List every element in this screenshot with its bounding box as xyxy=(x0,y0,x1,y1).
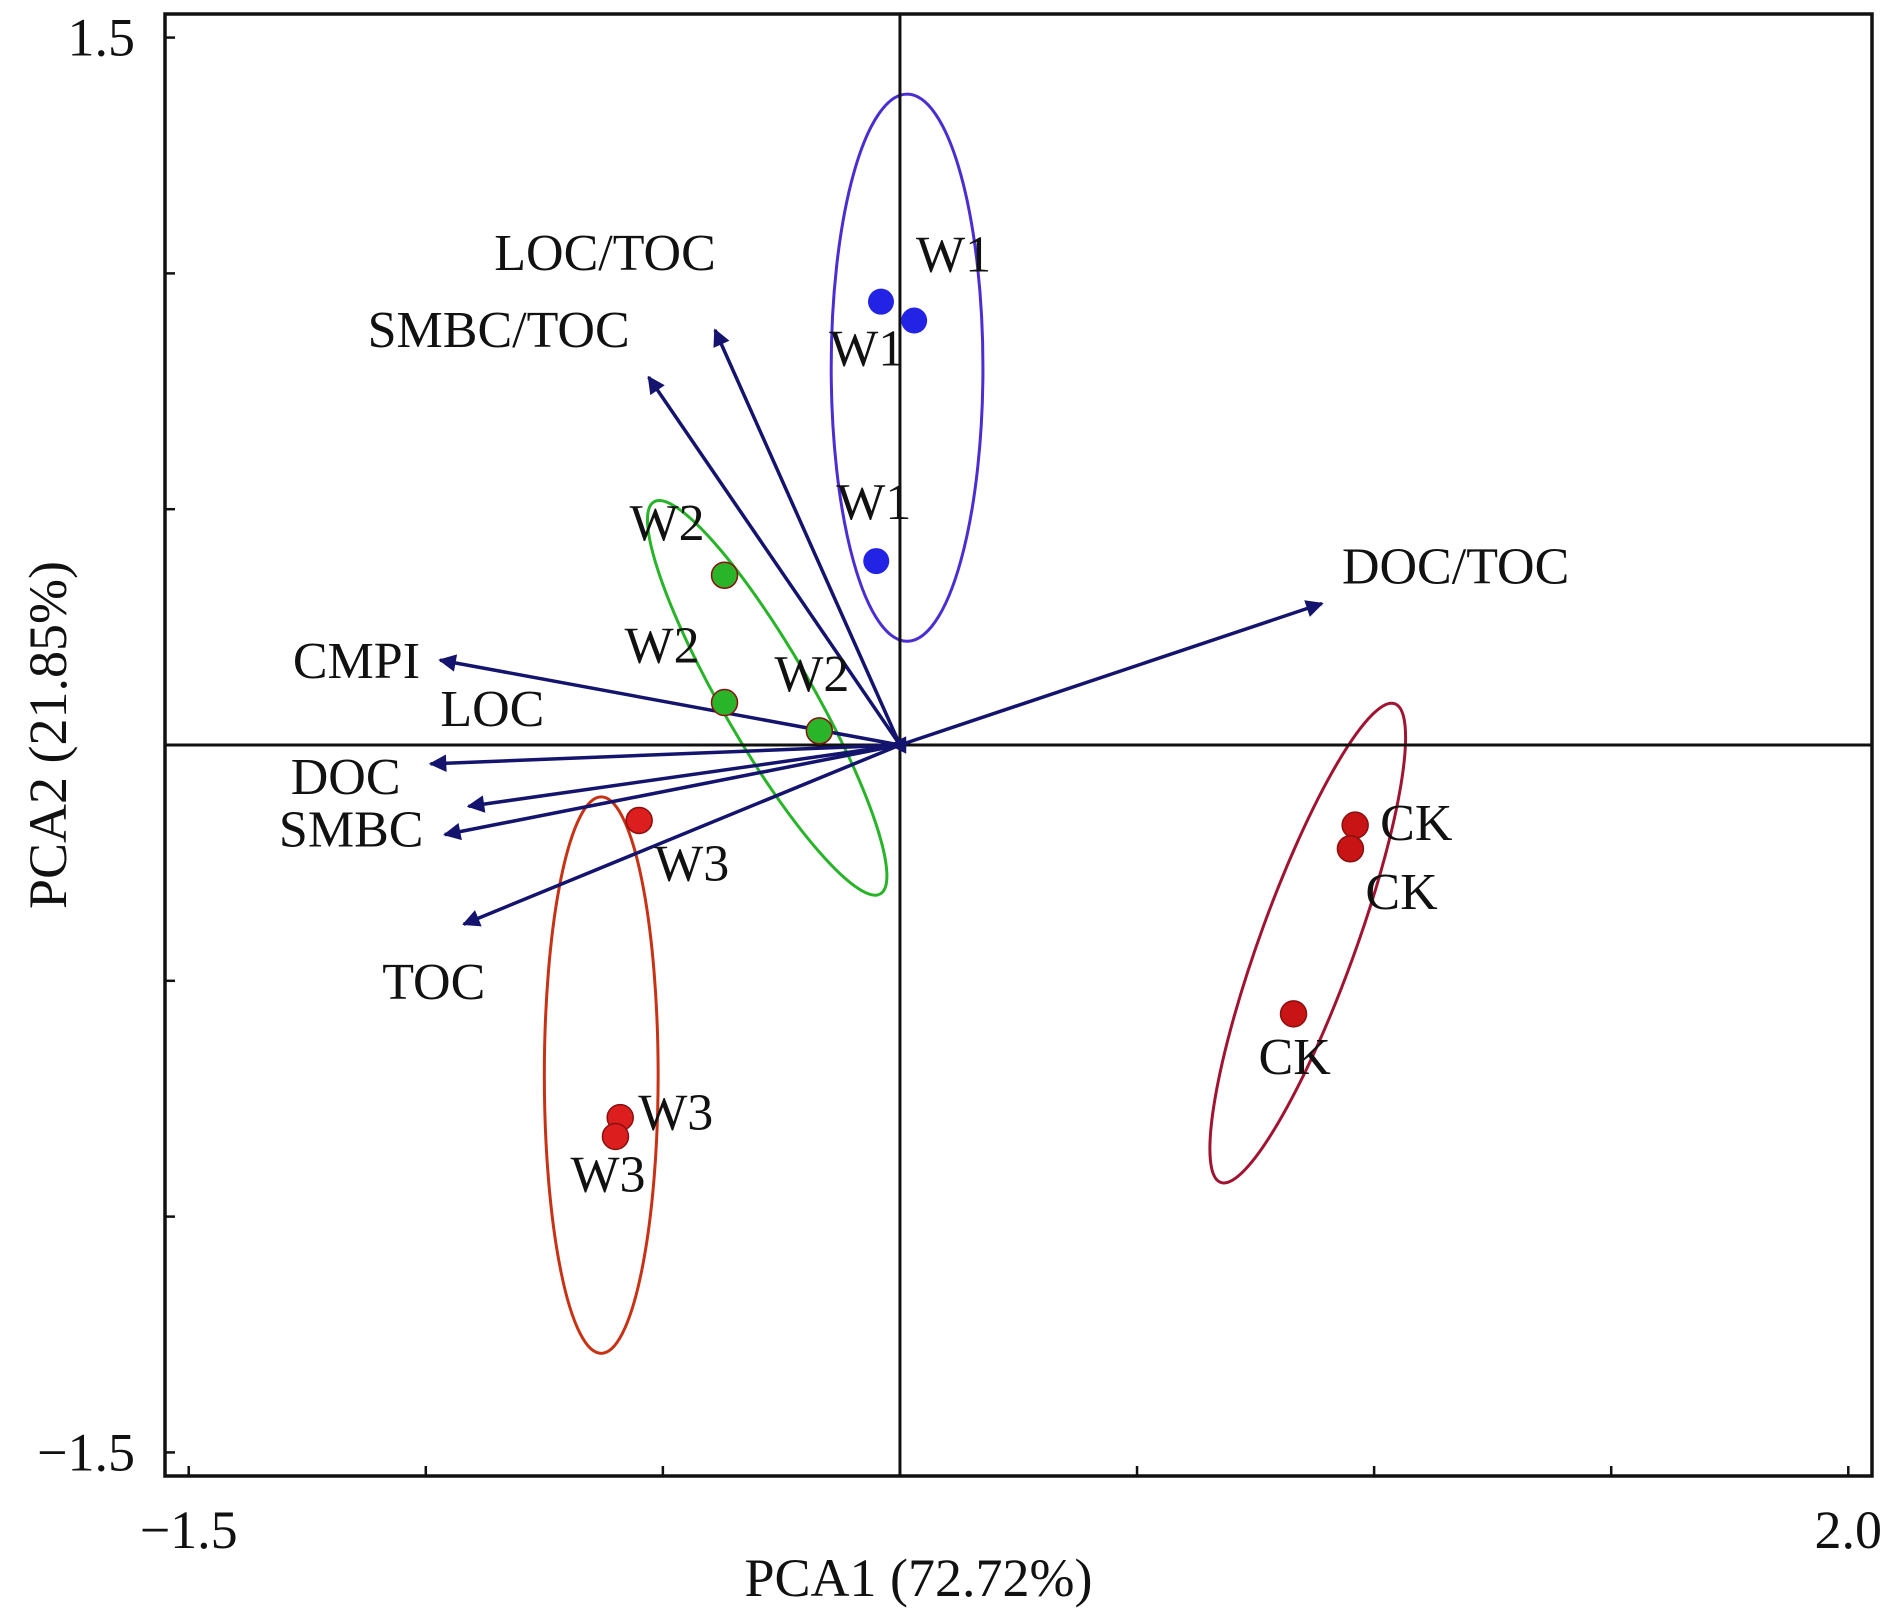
sample-point xyxy=(601,1122,630,1151)
sample-point xyxy=(901,307,928,334)
ellipse-w1 xyxy=(829,92,985,643)
x-tick-label: −1.5 xyxy=(140,1500,238,1560)
sample-point xyxy=(805,717,834,745)
y-axis-title: PCA2 (21.85%) xyxy=(18,561,78,909)
vector-smbc-toc-1: SMBC/TOC xyxy=(368,302,902,746)
vector-smbc-6: SMBC xyxy=(279,743,901,858)
sample-point-label: W1 xyxy=(829,321,904,378)
vector-arrow xyxy=(899,600,1324,747)
sample-point-label: W2 xyxy=(625,618,700,675)
plot-frame xyxy=(163,12,1874,1478)
ellipse-ck xyxy=(1208,701,1408,1185)
sample-point-label: W3 xyxy=(570,1146,645,1203)
vector-label: LOC xyxy=(440,681,544,738)
x-tick-label: 2.0 xyxy=(1815,1500,1883,1560)
axis-ticks: −1.5 2.0 1.5 −1.5 xyxy=(37,8,1882,1560)
vector-arrow xyxy=(443,743,901,841)
vector-arrow xyxy=(647,375,902,746)
ellipse-w2 xyxy=(645,499,889,897)
sample-point xyxy=(710,688,739,717)
group-ellipses xyxy=(542,92,1408,1355)
sample-point-label: W2 xyxy=(774,646,849,703)
vector-arrow xyxy=(462,743,901,927)
vector-label: SMBC xyxy=(279,801,424,858)
sample-point xyxy=(867,288,894,315)
x-axis-title: PCA1 (72.72%) xyxy=(745,1548,1093,1608)
vector-label: LOC/TOC xyxy=(494,225,716,282)
sample-point-label: W3 xyxy=(654,835,729,892)
vector-label: TOC xyxy=(382,954,485,1011)
vector-arrow xyxy=(466,743,901,813)
vector-label: CMPI xyxy=(293,633,420,690)
sample-point-label: CK xyxy=(1259,1029,1332,1086)
vector-arrow xyxy=(713,328,902,746)
vector-loc-4: LOC xyxy=(440,681,907,754)
vector-doc-5: DOC xyxy=(291,743,901,806)
vector-loc-toc-0: LOC/TOC xyxy=(494,225,902,746)
vector-cmpi-3: CMPI xyxy=(293,633,901,747)
sample-point xyxy=(863,548,890,575)
vector-smbc-7 xyxy=(443,743,901,841)
vector-label: DOC xyxy=(291,749,401,806)
vector-label: SMBC/TOC xyxy=(368,302,630,359)
sample-point xyxy=(1336,835,1365,863)
plot-border xyxy=(163,12,1874,1478)
sample-point-label: CK xyxy=(1365,864,1438,921)
sample-point-label: W3 xyxy=(638,1085,713,1142)
sample-point xyxy=(710,561,739,589)
sample-point-label: W2 xyxy=(630,495,705,552)
sample-point-label: W1 xyxy=(836,474,911,531)
vector-label: DOC/TOC xyxy=(1342,539,1569,596)
sample-point-label: CK xyxy=(1380,795,1453,852)
series-ck: CK CK CK xyxy=(1259,795,1453,1086)
vector-doc-toc-2: DOC/TOC xyxy=(899,539,1569,747)
y-tick-label: −1.5 xyxy=(37,1422,135,1482)
vector-toc-8: TOC xyxy=(382,743,901,1011)
vector-arrow xyxy=(428,743,901,772)
sample-point xyxy=(1341,811,1369,839)
series-w2: W2 W2 W2 xyxy=(625,495,849,745)
sample-point-label: W1 xyxy=(916,227,991,284)
ellipse-w3 xyxy=(542,795,660,1355)
sample-point xyxy=(625,806,653,835)
sample-point xyxy=(1279,1000,1308,1028)
y-tick-label: 1.5 xyxy=(68,8,136,68)
